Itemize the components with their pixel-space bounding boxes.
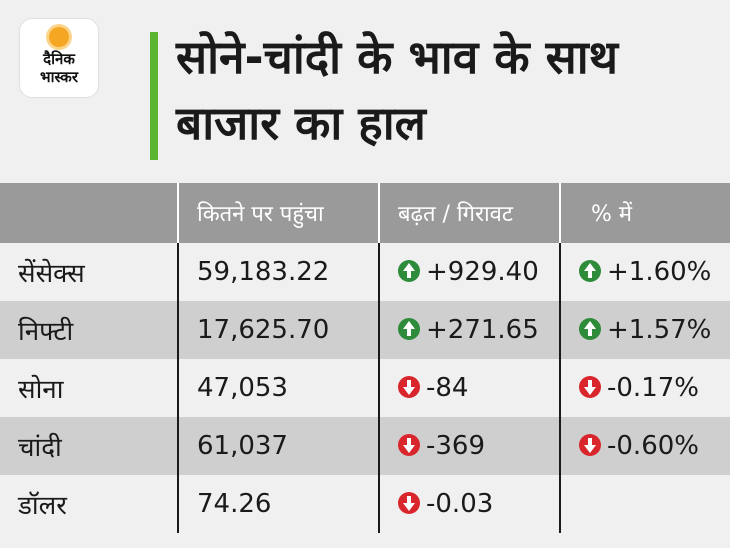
row-percent bbox=[560, 475, 730, 533]
row-percent: +1.57% bbox=[560, 301, 730, 359]
row-value-text: 17,625.70 bbox=[197, 315, 330, 345]
row-value: 47,053 bbox=[178, 359, 380, 417]
row-change: +271.65 bbox=[379, 301, 561, 359]
row-name: सेंसेक्स bbox=[0, 243, 179, 301]
page-title: सोने-चांदी के भाव के साथ बाजार का हाल bbox=[176, 30, 619, 150]
row-value-text: 47,053 bbox=[197, 373, 288, 403]
row-name-text: डॉलर bbox=[18, 491, 67, 521]
arrow-up-icon bbox=[398, 260, 420, 282]
row-change-text: -369 bbox=[426, 431, 486, 461]
row-name: निफ्टी bbox=[0, 301, 179, 359]
row-percent: -0.60% bbox=[560, 417, 730, 475]
row-name: सोना bbox=[0, 359, 179, 417]
header-value: कितने पर पहुंचा bbox=[178, 183, 380, 243]
row-value-text: 61,037 bbox=[197, 431, 288, 461]
table-row: सेंसेक्स 59,183.22 +929.40 +1.60% bbox=[0, 243, 730, 301]
row-value: 59,183.22 bbox=[178, 243, 380, 301]
table-row: निफ्टी 17,625.70 +271.65 +1.57% bbox=[0, 301, 730, 359]
row-value: 17,625.70 bbox=[178, 301, 380, 359]
row-change: -0.03 bbox=[379, 475, 561, 533]
row-name: डॉलर bbox=[0, 475, 179, 533]
row-change: -369 bbox=[379, 417, 561, 475]
arrow-down-icon bbox=[398, 376, 420, 398]
title-accent-bar bbox=[150, 32, 158, 160]
arrow-down-icon bbox=[398, 434, 420, 456]
table-row: सोना 47,053 -84 -0.17% bbox=[0, 359, 730, 417]
row-percent-text: -0.17% bbox=[607, 373, 699, 403]
row-value: 74.26 bbox=[178, 475, 380, 533]
arrow-up-icon bbox=[398, 318, 420, 340]
arrow-up-icon bbox=[579, 318, 601, 340]
header-name bbox=[0, 183, 179, 243]
header-percent: % में bbox=[560, 183, 730, 243]
logo-line2: भास्कर bbox=[40, 68, 78, 86]
row-change-text: +271.65 bbox=[426, 315, 539, 345]
header-change: बढ़त / गिरावट bbox=[379, 183, 561, 243]
row-name-text: सोना bbox=[18, 375, 64, 405]
row-percent: -0.17% bbox=[560, 359, 730, 417]
arrow-down-icon bbox=[579, 434, 601, 456]
row-change: +929.40 bbox=[379, 243, 561, 301]
row-value-text: 74.26 bbox=[197, 489, 272, 519]
table-row: चांदी 61,037 -369 -0.60% bbox=[0, 417, 730, 475]
arrow-down-icon bbox=[579, 376, 601, 398]
row-percent-text: -0.60% bbox=[607, 431, 699, 461]
row-name: चांदी bbox=[0, 417, 179, 475]
row-percent: +1.60% bbox=[560, 243, 730, 301]
row-change-text: -84 bbox=[426, 373, 469, 403]
sun-icon bbox=[49, 27, 69, 47]
table-header-row: कितने पर पहुंचा बढ़त / गिरावट % में bbox=[0, 183, 730, 243]
row-change-text: +929.40 bbox=[426, 257, 539, 287]
row-value-text: 59,183.22 bbox=[197, 257, 330, 287]
row-change-text: -0.03 bbox=[426, 489, 494, 519]
market-table: कितने पर पहुंचा बढ़त / गिरावट % में सेंस… bbox=[0, 183, 730, 533]
logo-line1: दैनिक bbox=[43, 50, 75, 68]
table-row: डॉलर 74.26 -0.03 bbox=[0, 475, 730, 533]
row-change: -84 bbox=[379, 359, 561, 417]
arrow-up-icon bbox=[579, 260, 601, 282]
row-name-text: सेंसेक्स bbox=[18, 259, 85, 289]
dainik-bhaskar-logo: दैनिक भास्कर bbox=[20, 19, 98, 97]
row-percent-text: +1.57% bbox=[607, 315, 712, 345]
row-name-text: चांदी bbox=[18, 433, 62, 463]
row-percent-text: +1.60% bbox=[607, 257, 712, 287]
arrow-down-icon bbox=[398, 492, 420, 514]
row-name-text: निफ्टी bbox=[18, 317, 74, 347]
row-value: 61,037 bbox=[178, 417, 380, 475]
